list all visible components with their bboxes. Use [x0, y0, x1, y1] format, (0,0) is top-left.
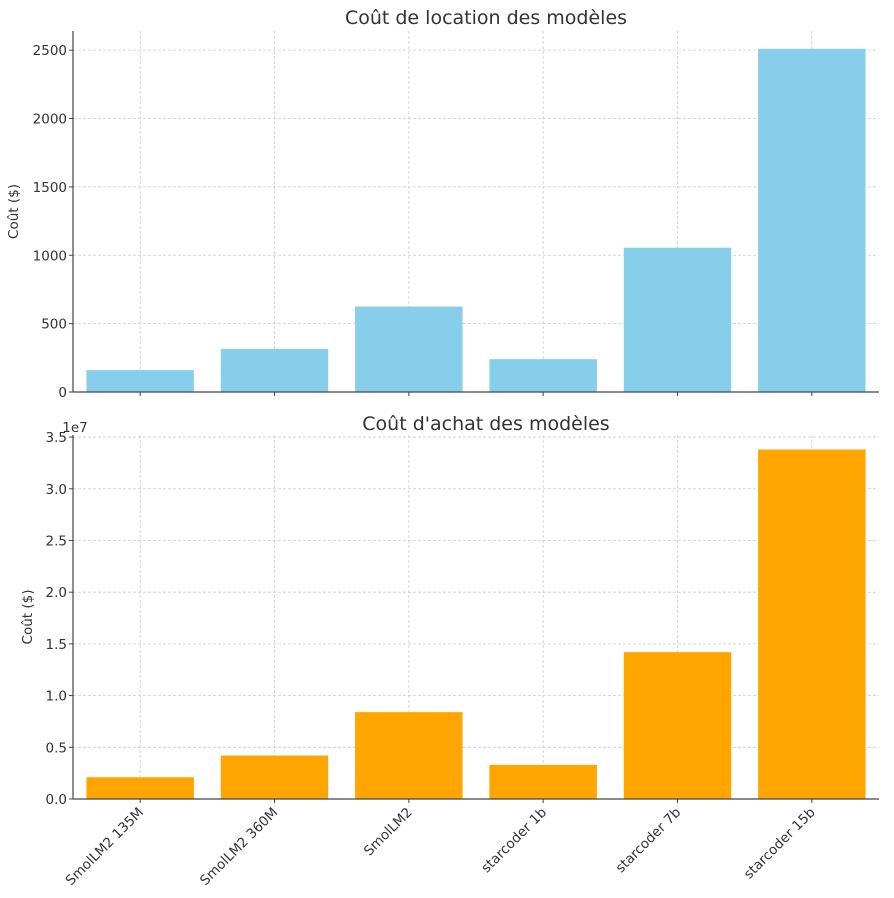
y-tick-label: 1.5 — [46, 637, 67, 653]
bar — [86, 370, 194, 392]
y-tick-label: 2500 — [33, 43, 67, 59]
y-offset-label: 1e7 — [62, 420, 87, 436]
bar — [220, 755, 329, 799]
y-tick-label: 1500 — [33, 180, 67, 196]
bar — [489, 764, 597, 799]
y-tick-label: 3.0 — [46, 482, 67, 498]
y-tick-label: 0 — [58, 385, 67, 401]
y-axis-label: Coût ($) — [20, 590, 36, 645]
chart-title: Coût de location des modèles — [345, 7, 627, 29]
y-tick-label: 2.0 — [46, 585, 67, 601]
bar — [220, 348, 329, 392]
y-tick-label: 2000 — [33, 112, 67, 128]
y-tick-label: 0.5 — [46, 740, 67, 756]
bar — [489, 359, 597, 392]
x-tick-label: SmolLM2 360M — [197, 805, 281, 889]
x-tick-label: starcoder 15b — [741, 805, 819, 883]
x-tick-label: SmolLM2 135M — [63, 805, 147, 889]
x-tick-label: SmolLM2 — [361, 805, 416, 860]
y-tick-label: 0.0 — [46, 792, 67, 808]
y-tick-label: 1000 — [33, 248, 67, 264]
y-tick-label: 1.0 — [46, 689, 67, 705]
bar — [758, 48, 866, 392]
chart-title: Coût d'achat des modèles — [362, 413, 609, 435]
x-tick-label: starcoder 1b — [478, 805, 550, 877]
bar — [623, 652, 732, 799]
y-tick-label: 2.5 — [46, 533, 67, 549]
chart-panel-1: 0 500 1000 1500 2000 2500 Coût de location des… — [6, 7, 879, 401]
y-axis-label: Coût ($) — [6, 184, 22, 239]
bar — [355, 306, 463, 392]
chart-panel-2: 0.0 0.5 1.0 1.5 2.0 2.5 3.0 3.5 SmolLM2 135M Smol… — [20, 413, 879, 889]
y-tick-label: 500 — [41, 317, 67, 333]
y-tick-label: 3.5 — [46, 430, 67, 446]
bar — [86, 777, 194, 799]
bar — [623, 247, 732, 392]
x-tick-label: starcoder 7b — [613, 805, 685, 877]
bar — [758, 449, 866, 799]
bar — [355, 712, 463, 799]
